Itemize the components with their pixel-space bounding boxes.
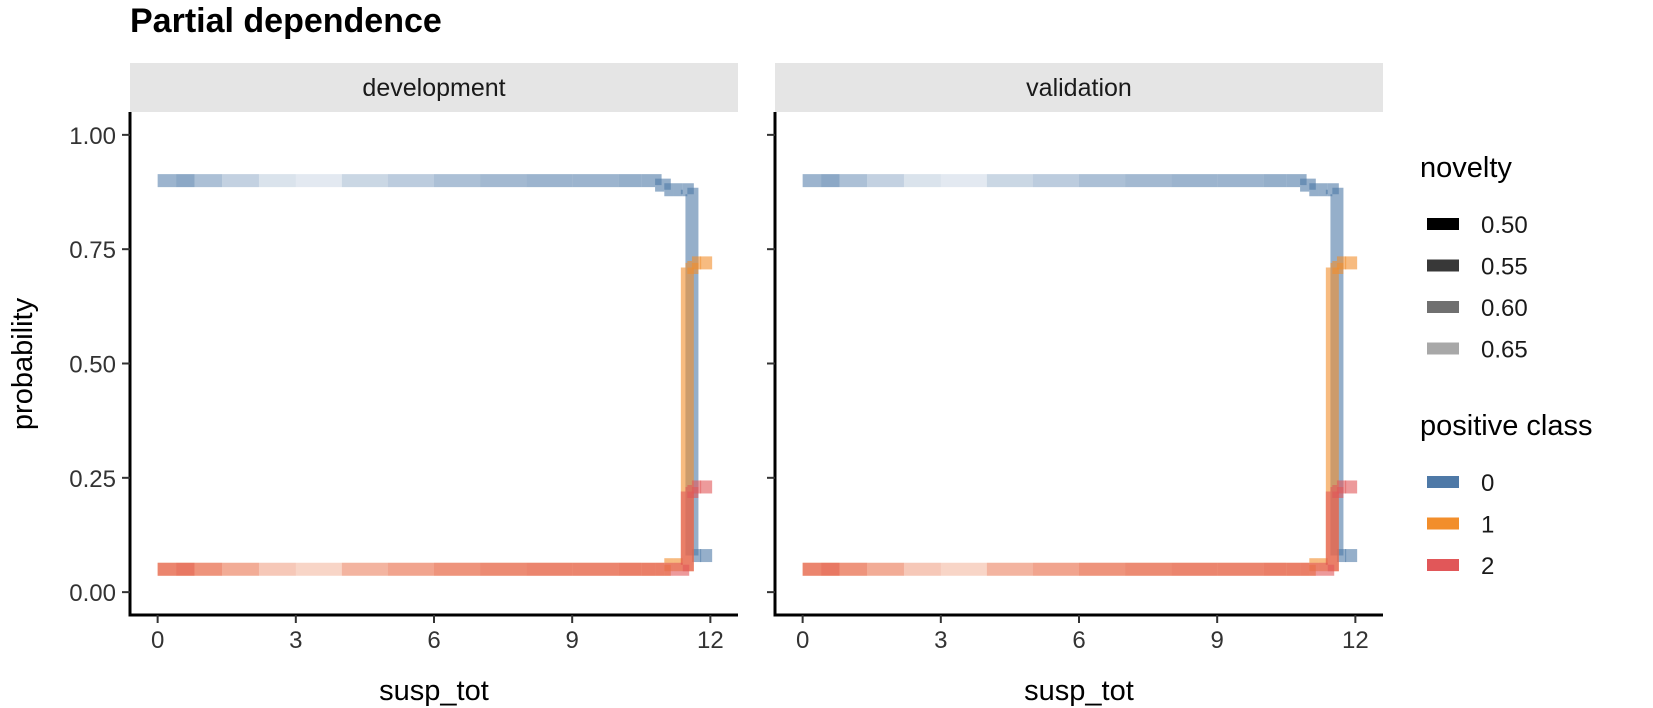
novelty-legend-key: [1427, 259, 1459, 272]
facet-strip-development: [130, 63, 738, 112]
class-legend-key: [1427, 476, 1459, 488]
series-0-end-cap: [700, 549, 713, 563]
y-tick-label: 0.25: [69, 466, 116, 493]
series-1-end-cap: [700, 256, 713, 270]
novelty-legend-title: novelty: [1420, 152, 1512, 184]
series-2-segment: [1325, 491, 1339, 572]
series-1-development: [157, 256, 713, 576]
series-0-segment: [680, 183, 694, 197]
x-axis-title-validation: susp_tot: [1024, 675, 1134, 707]
series-1-segment: [685, 260, 699, 274]
y-axis-title: probability: [7, 297, 39, 430]
x-axis-title-development: susp_tot: [379, 675, 489, 707]
series-2-segment: [1318, 562, 1335, 576]
class-legend-key: [1427, 517, 1459, 530]
class-legend-label: 0: [1481, 470, 1494, 497]
novelty-legend-key: [1427, 218, 1459, 230]
facet-label-development: development: [362, 74, 505, 102]
y-tick-label: 0.00: [69, 580, 116, 607]
x-tick-label: 6: [427, 627, 440, 654]
series-0-end-cap: [1345, 549, 1358, 563]
series-0-development: [157, 174, 713, 563]
novelty-legend-label: 0.60: [1481, 295, 1528, 322]
facet-label-validation: validation: [1026, 74, 1132, 102]
x-tick-label: 3: [934, 627, 947, 654]
class-legend-label: 1: [1481, 512, 1494, 539]
novelty-legend-label: 0.55: [1481, 254, 1528, 281]
novelty-legend-key: [1427, 342, 1459, 355]
series-0-segment: [655, 178, 671, 192]
novelty-legend: novelty 0.50 0.55 0.60 0.65: [1420, 152, 1528, 364]
facet-panel-development: development 0 3 6 9 12 0.00 0.25 0.50 0.75 1.00: [69, 63, 738, 654]
class-legend-title: positive class: [1420, 410, 1592, 442]
series-0-segment: [641, 174, 662, 188]
series-2-end-cap: [1345, 480, 1358, 494]
plot-area-validation: [802, 174, 1358, 576]
x-tick-label: 12: [1342, 627, 1369, 654]
series-2-development: [157, 480, 713, 576]
series-2-segment: [1330, 485, 1344, 499]
series-1-validation: [802, 256, 1358, 576]
y-tick-label: 1.00: [69, 123, 116, 150]
x-tick-label: 0: [151, 627, 164, 654]
series-2-segment: [685, 485, 699, 499]
series-2-end-cap: [700, 480, 713, 494]
novelty-legend-label: 0.65: [1481, 337, 1528, 364]
series-0-segment: [1300, 178, 1316, 192]
facet-strip-validation: [775, 63, 1383, 112]
x-tick-label: 9: [566, 627, 579, 654]
class-legend: positive class 0 1 2: [1420, 410, 1592, 580]
novelty-legend-key: [1427, 301, 1459, 313]
series-0-segment: [1286, 174, 1307, 188]
class-legend-label: 2: [1481, 553, 1494, 580]
facet-panel-validation: validation 0 3 6 9 12: [767, 63, 1383, 654]
series-2-segment: [680, 491, 694, 572]
series-0-validation: [802, 174, 1358, 563]
x-tick-label: 0: [796, 627, 809, 654]
series-0-segment: [1325, 183, 1339, 197]
x-tick-label: 9: [1211, 627, 1224, 654]
series-2-segment: [673, 562, 690, 576]
class-legend-key: [1427, 559, 1459, 571]
novelty-legend-label: 0.50: [1481, 212, 1528, 239]
y-tick-label: 0.75: [69, 237, 116, 264]
series-1-segment: [1330, 260, 1344, 274]
chart-title: Partial dependence: [130, 2, 442, 40]
series-1-end-cap: [1345, 256, 1358, 270]
x-tick-label: 6: [1072, 627, 1085, 654]
series-2-validation: [802, 480, 1358, 576]
x-tick-label: 3: [289, 627, 302, 654]
plot-area-development: [157, 174, 713, 576]
y-tick-label: 0.50: [69, 352, 116, 379]
x-tick-label: 12: [697, 627, 724, 654]
